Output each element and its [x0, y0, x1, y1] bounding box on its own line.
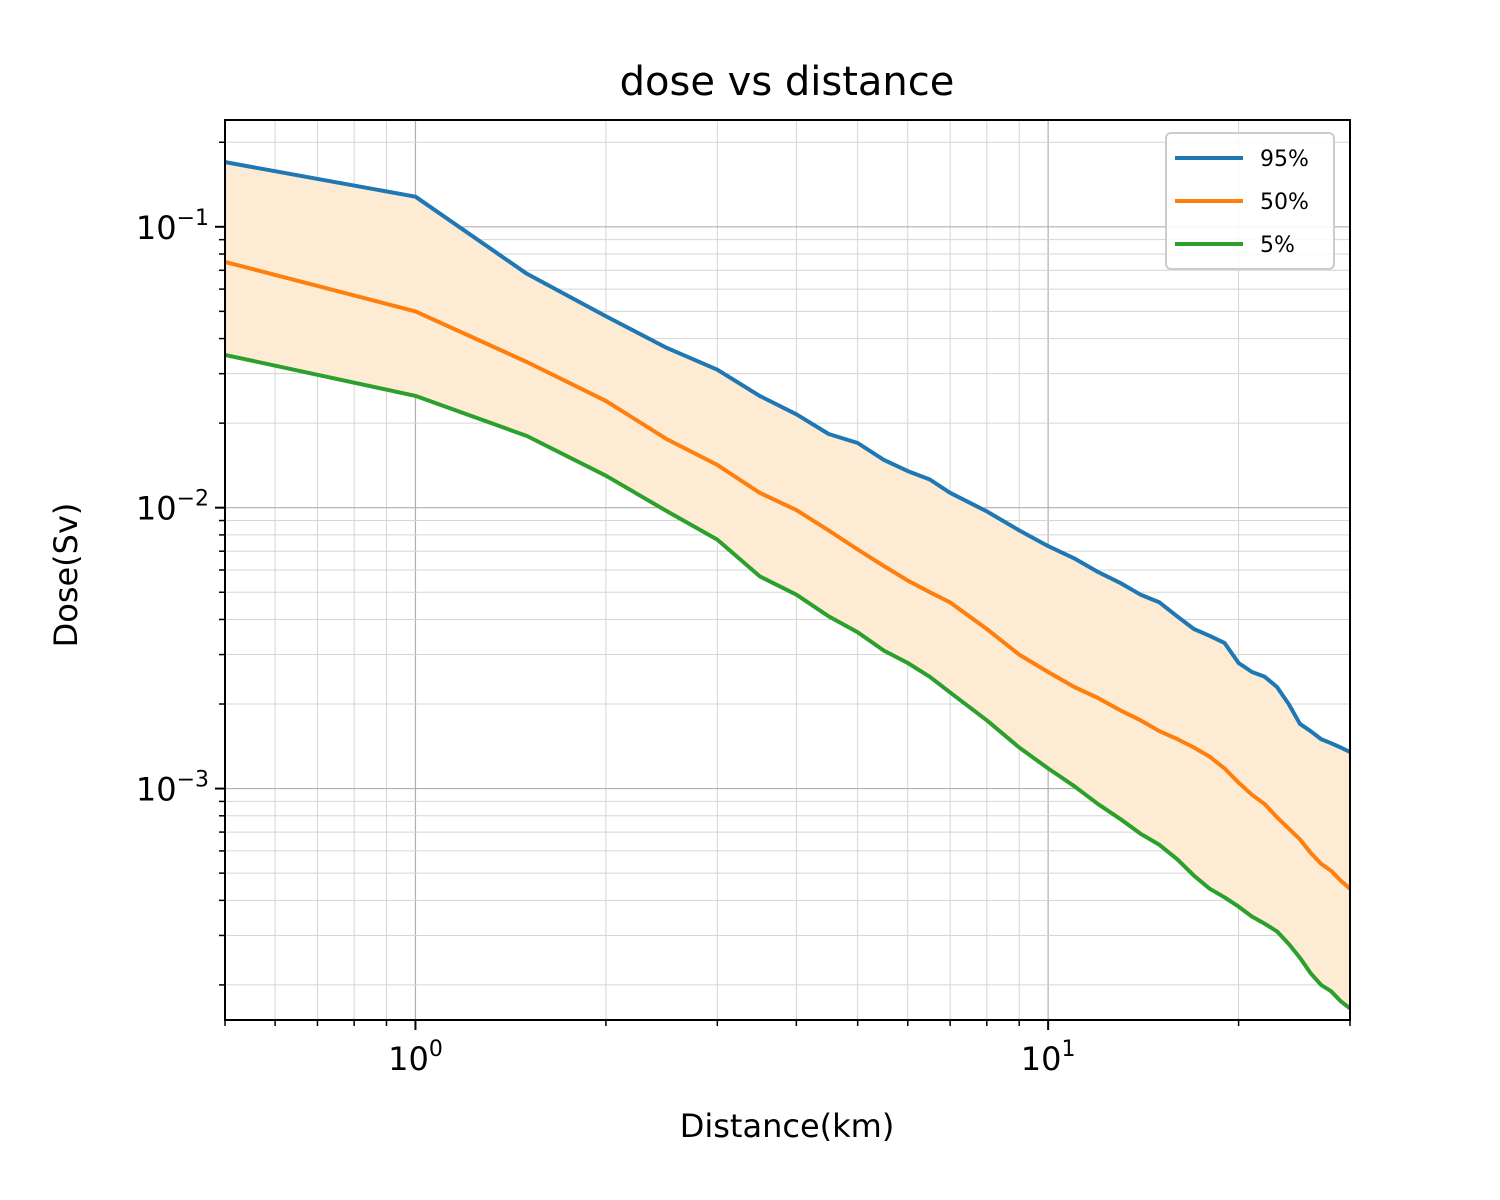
legend-label: 50% [1260, 190, 1309, 215]
legend-label: 95% [1260, 147, 1309, 172]
series-lines [225, 160, 1350, 1010]
x-axis-label: Distance(km) [680, 1107, 895, 1145]
y-tick-label: 10−3 [136, 768, 209, 809]
x-tick-label: 100 [388, 1037, 443, 1078]
axis-ticks: 100 101 10−1 10−2 10−3 [136, 141, 1351, 1078]
series-line-95pct [225, 160, 1350, 754]
y-tick-label: 10−2 [136, 487, 209, 528]
legend-label: 5% [1260, 233, 1295, 258]
legend: 95% 50% 5% [1165, 132, 1335, 270]
legend-box [1165, 132, 1335, 270]
band-5-95-fill [225, 162, 1350, 1009]
chart-title: dose vs distance [620, 59, 955, 105]
y-tick-label: 10−1 [136, 206, 209, 247]
confidence-band [225, 162, 1350, 1009]
series-line-5pct [225, 352, 1350, 1010]
x-tick-label: 101 [1021, 1037, 1076, 1078]
y-axis-label: Dose(Sv) [47, 503, 85, 648]
series-line-50pct [225, 259, 1350, 891]
